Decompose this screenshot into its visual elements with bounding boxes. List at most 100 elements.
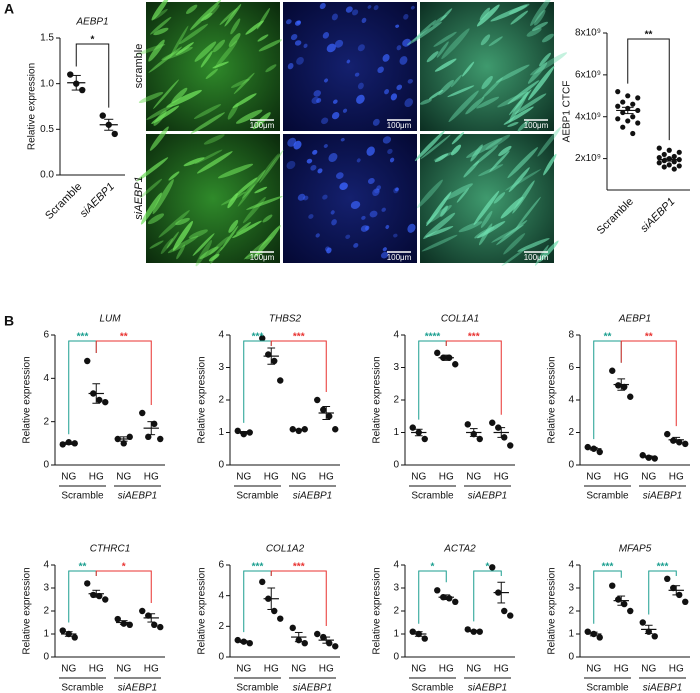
cell: [366, 146, 375, 156]
cell: [257, 34, 269, 42]
data-point: [630, 114, 636, 120]
cell: [195, 240, 213, 267]
significance-bracket: [418, 340, 447, 420]
significance-bracket: [418, 570, 447, 624]
group-label: Scramble: [586, 491, 629, 502]
cell: [503, 233, 526, 255]
data-point: [111, 130, 118, 138]
y-tick-label: 2x10⁹: [575, 153, 601, 164]
cell: [228, 33, 241, 47]
cell: [319, 2, 326, 10]
x-tick-label: HG: [144, 664, 159, 675]
y-axis-label: Relative expression: [372, 567, 383, 654]
significance-bracket: [445, 340, 502, 415]
cell: [152, 179, 174, 215]
cell: [192, 233, 215, 256]
y-axis-label: Relative expression: [27, 63, 38, 150]
cell: [372, 188, 380, 196]
data-point: [259, 578, 266, 586]
cell: [326, 43, 336, 53]
cell: [406, 21, 443, 46]
data-point: [409, 628, 416, 635]
x-tick-label: NG: [61, 472, 76, 483]
scale-bar-label: 100μm: [250, 121, 275, 130]
group-label: siAEBP1: [643, 683, 682, 693]
cell: [385, 225, 390, 229]
cell: [367, 177, 375, 185]
chart-title: CTHRC1: [90, 544, 131, 555]
data-point: [120, 440, 127, 447]
y-tick-label: 4: [393, 560, 399, 571]
cell: [542, 33, 554, 43]
cell: [528, 65, 555, 101]
data-point: [151, 420, 158, 428]
significance-bracket: [648, 570, 677, 615]
data-point: [464, 421, 471, 428]
cell: [382, 247, 387, 252]
cell: [254, 186, 268, 194]
data-point: [596, 448, 603, 456]
cell: [209, 246, 223, 265]
cell: [377, 66, 384, 74]
cell: [224, 3, 242, 27]
data-point: [452, 598, 459, 605]
cell: [171, 87, 188, 104]
cell: [342, 108, 348, 113]
cell: [414, 130, 445, 162]
cell: [175, 217, 190, 226]
cell: [339, 182, 348, 190]
cell: [316, 98, 322, 104]
cell: [456, 187, 470, 203]
cell: [480, 210, 493, 228]
group-label: siAEBP1: [118, 683, 157, 693]
cell: [167, 235, 199, 254]
cell: [416, 179, 443, 209]
cell: [535, 244, 549, 266]
cell: [151, 105, 180, 124]
data-point: [139, 607, 146, 615]
significance-label: ***: [293, 562, 305, 573]
cell: [357, 82, 364, 90]
cell: [403, 13, 409, 20]
data-point: [682, 598, 689, 605]
cell: [313, 90, 322, 97]
chart-title: LUM: [99, 314, 121, 325]
chart-title: THBS2: [269, 314, 302, 325]
cell: [139, 178, 163, 199]
cell: [308, 214, 314, 219]
cell: [230, 18, 241, 35]
cell: [217, 163, 254, 179]
cell: [151, 0, 170, 21]
cell: [508, 89, 532, 116]
cell: [297, 193, 306, 201]
group-label: siAEBP1: [643, 491, 682, 502]
cell: [357, 44, 365, 52]
x-tick-label: HG: [494, 664, 509, 675]
cell: [257, 153, 279, 183]
data-point: [609, 367, 616, 374]
cell: [393, 233, 398, 238]
cell: [356, 158, 361, 163]
cell: [390, 93, 398, 101]
cell: [233, 72, 255, 95]
data-point: [630, 101, 636, 107]
y-tick-label: 0: [393, 460, 399, 471]
data-point: [476, 628, 483, 635]
group-label: Scramble: [411, 491, 454, 502]
cell: [466, 137, 503, 159]
data-point: [139, 409, 146, 417]
data-point: [489, 564, 496, 571]
cell: [490, 4, 528, 22]
y-tick-label: 1: [393, 629, 399, 640]
data-point: [102, 596, 109, 603]
significance-label: ***: [293, 332, 305, 343]
y-axis-label: Relative expression: [22, 356, 33, 443]
y-tick-label: 4: [568, 560, 574, 571]
cell: [241, 169, 266, 199]
cell: [436, 41, 449, 58]
data-point: [630, 130, 636, 137]
y-tick-label: 0: [218, 652, 224, 663]
y-tick-label: 3: [568, 583, 574, 594]
cell: [340, 137, 345, 142]
cell: [374, 188, 380, 194]
